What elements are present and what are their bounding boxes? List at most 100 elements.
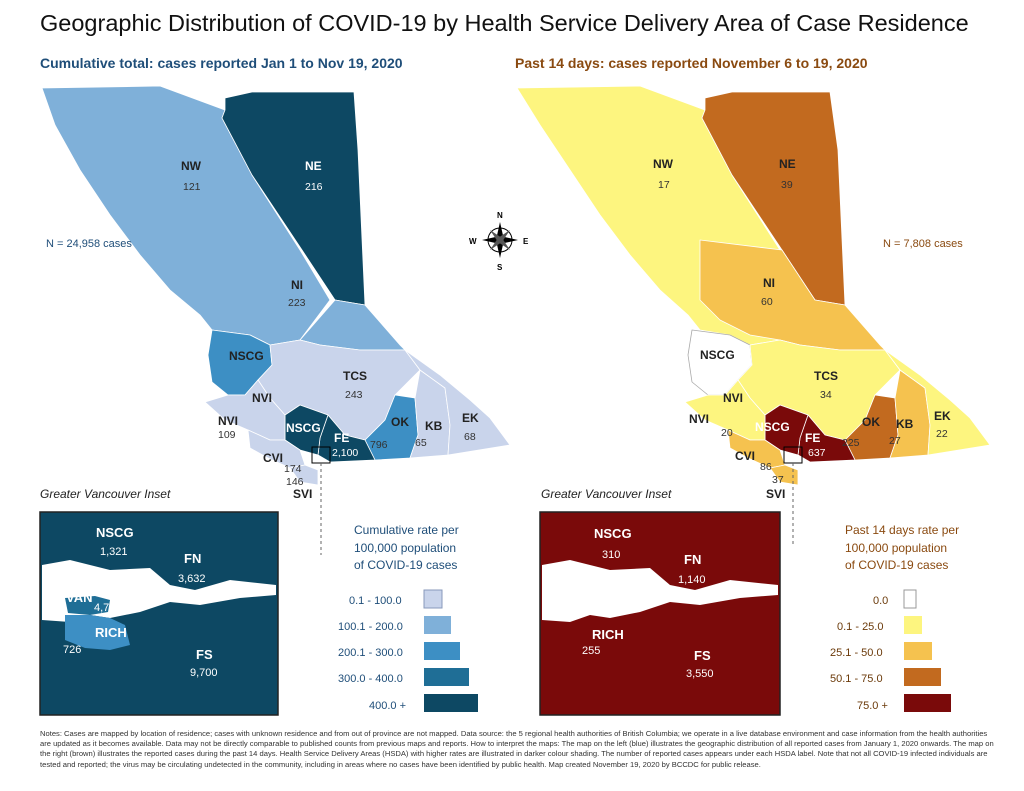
right-region-svi[interactable]	[769, 464, 799, 486]
right-inset-label-fs: FS	[694, 648, 711, 663]
left-region-ek[interactable]	[404, 349, 511, 456]
right-inset-value-rich: 255	[582, 645, 600, 657]
right-label-fe: FE	[805, 431, 820, 445]
right-legend-title-line-2: 100,000 population	[845, 541, 947, 555]
right-inset-label-van: VAN	[570, 595, 596, 610]
right-label-nscg-south: NSCG	[755, 420, 790, 434]
left-value-ok: 796	[370, 439, 388, 451]
left-inset-value-fn: 3,632	[178, 573, 206, 585]
left-inset-label-nscg: NSCG	[96, 525, 134, 540]
page-title: Geographic Distribution of COVID-19 by H…	[40, 10, 969, 36]
right-label-ek: EK	[934, 409, 951, 423]
left-n-cases: N = 24,958 cases	[46, 238, 132, 250]
right-label-tcs: TCS	[814, 369, 838, 383]
left-label-kb: KB	[425, 419, 443, 433]
left-inset-van-shore	[65, 596, 110, 615]
right-legend: Past 14 days rate per 100,000 population…	[830, 523, 959, 712]
left-label-svi: SVI	[293, 487, 312, 501]
right-inset-map: NSCG 310 FN 1,140 VAN 966 RICH 255 FS 3,…	[539, 511, 781, 716]
right-legend-swatch-5	[904, 694, 951, 712]
right-label-cvi: CVI	[735, 449, 755, 463]
left-legend-label-1: 0.1 - 100.0	[349, 595, 402, 607]
right-legend-swatch-4	[904, 668, 941, 686]
left-value-ne: 216	[305, 181, 323, 193]
right-legend-swatch-3	[904, 642, 932, 660]
right-inset-water	[542, 560, 778, 622]
right-legend-swatch-1	[903, 589, 917, 609]
left-label-ok: OK	[391, 415, 409, 429]
right-inset-value-fs: 3,550	[686, 668, 714, 680]
right-value-ni: 60	[761, 296, 773, 308]
left-value-tcs: 243	[345, 389, 363, 401]
right-value-kb: 27	[889, 435, 901, 447]
left-legend-title-line-1: Cumulative rate per	[354, 523, 459, 537]
right-legend-label-1: 0.0	[873, 595, 888, 607]
left-map-subtitle: Cumulative total: cases reported Jan 1 t…	[40, 55, 403, 71]
left-label-cvi: CVI	[263, 451, 283, 465]
left-inset-map: NSCG 1,321 FN 3,632 VAN 4,772 RICH 726 F…	[39, 511, 279, 716]
right-value-nvi: 20	[721, 427, 733, 439]
right-legend-label-2: 0.1 - 25.0	[837, 621, 883, 633]
left-label-tcs: TCS	[343, 369, 367, 383]
right-region-ne[interactable]	[701, 91, 846, 306]
right-label-ne: NE	[779, 157, 796, 171]
left-legend-title-line-2: 100,000 population	[354, 541, 456, 555]
right-label-nw: NW	[653, 157, 674, 171]
left-legend-swatch-4	[424, 668, 469, 686]
right-inset-title: Greater Vancouver Inset	[541, 487, 672, 501]
compass-e: E	[523, 237, 529, 246]
right-label-kb: KB	[896, 417, 914, 431]
right-region-ek[interactable]	[884, 349, 991, 456]
left-legend-swatch-5	[424, 694, 478, 712]
compass-n: N	[497, 211, 503, 220]
right-legend-title-line-1: Past 14 days rate per	[845, 523, 959, 537]
right-legend-label-5: 75.0 +	[857, 700, 888, 712]
left-label-nvi: NVI	[218, 414, 238, 428]
left-region-nvi[interactable]	[204, 379, 286, 441]
right-legend-label-4: 50.1 - 75.0	[830, 673, 883, 685]
left-legend-label-3: 200.1 - 300.0	[338, 647, 403, 659]
right-map	[516, 85, 991, 486]
left-region-svi[interactable]	[289, 464, 319, 486]
compass-rose-icon: N S E W	[469, 211, 529, 272]
right-n-cases: N = 7,808 cases	[883, 238, 963, 250]
left-inset-rich[interactable]	[65, 615, 130, 650]
compass-w: W	[469, 237, 477, 246]
right-inset-label-fn: FN	[684, 552, 701, 567]
right-value-ok: 225	[842, 437, 860, 449]
right-legend-swatch-2	[904, 616, 922, 634]
left-region-ne[interactable]	[221, 91, 366, 306]
right-map-subtitle: Past 14 days: cases reported November 6 …	[515, 55, 868, 71]
right-value-ne: 39	[781, 179, 793, 191]
left-label-nscg-south: NSCG	[286, 421, 321, 435]
left-value-fe: 2,100	[332, 447, 358, 459]
right-inset-label-nscg: NSCG	[594, 526, 632, 541]
left-legend: Cumulative rate per 100,000 population o…	[338, 523, 478, 712]
right-label-nvi: NVI	[689, 412, 709, 426]
right-inset-value-van: 966	[602, 602, 620, 614]
left-inset-title: Greater Vancouver Inset	[40, 487, 171, 501]
right-region-nvi[interactable]	[684, 379, 766, 441]
right-legend-title-line-3: of COVID-19 cases	[845, 558, 948, 572]
right-inset-label-rich: RICH	[592, 627, 624, 642]
right-value-ek: 22	[936, 428, 948, 440]
right-label-nvi-north: NVI	[723, 391, 743, 405]
right-value-cvi: 86	[760, 461, 772, 473]
left-label-nvi-north: NVI	[252, 391, 272, 405]
left-legend-swatch-3	[424, 642, 460, 660]
right-label-ok: OK	[862, 415, 880, 429]
right-value-nw: 17	[658, 179, 670, 191]
right-legend-label-3: 25.1 - 50.0	[830, 647, 883, 659]
left-legend-title-line-3: of COVID-19 cases	[354, 558, 457, 572]
right-value-svi: 37	[772, 474, 784, 486]
left-value-nvi: 109	[218, 429, 236, 441]
left-label-nw: NW	[181, 159, 202, 173]
left-value-ek: 68	[464, 431, 476, 443]
left-inset-value-nscg: 1,321	[100, 546, 128, 558]
right-label-ni: NI	[763, 276, 775, 290]
left-label-fe: FE	[334, 431, 349, 445]
left-inset-value-van: 4,772	[94, 602, 122, 614]
right-inset-value-nscg: 310	[602, 549, 620, 561]
left-inset-label-fn: FN	[184, 551, 201, 566]
